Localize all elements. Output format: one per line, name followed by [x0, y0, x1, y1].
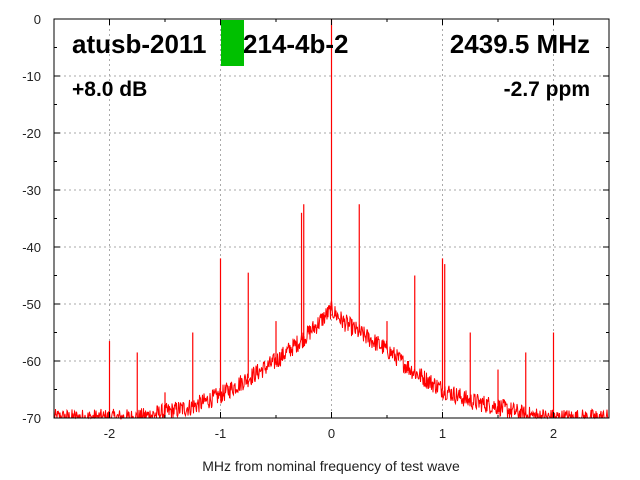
spur-lines — [108, 19, 555, 418]
x-tick-label: -2 — [104, 426, 116, 441]
y-tick-label: 0 — [34, 12, 41, 27]
x-axis-label: MHz from nominal frequency of test wave — [202, 458, 460, 474]
ppm-readout: -2.7 ppm — [504, 78, 590, 101]
device-name-part1: atusb-2011 — [72, 29, 206, 59]
device-name-part2: 214-4b-2 — [243, 29, 349, 59]
y-tick-labels: 0 -10 -20 -30 -40 -50 -60 -70 — [22, 12, 41, 426]
gain-readout: +8.0 dB — [72, 78, 147, 101]
frequency-readout: 2439.5 MHz — [450, 29, 590, 59]
x-tick-labels: -2 -1 0 1 2 — [104, 426, 557, 441]
x-tick-label: 0 — [328, 426, 335, 441]
x-tick-label: 1 — [439, 426, 446, 441]
x-tick-label: 2 — [550, 426, 557, 441]
x-tick-label: -1 — [215, 426, 227, 441]
y-tick-label: -40 — [22, 240, 41, 255]
y-tick-label: -60 — [22, 354, 41, 369]
y-tick-label: -50 — [22, 297, 41, 312]
y-tick-label: -30 — [22, 183, 41, 198]
y-tick-label: -70 — [22, 411, 41, 426]
y-tick-label: -20 — [22, 126, 41, 141]
y-tick-label: -10 — [22, 69, 41, 84]
tick-marks — [53, 18, 610, 419]
status-marker — [221, 20, 244, 66]
